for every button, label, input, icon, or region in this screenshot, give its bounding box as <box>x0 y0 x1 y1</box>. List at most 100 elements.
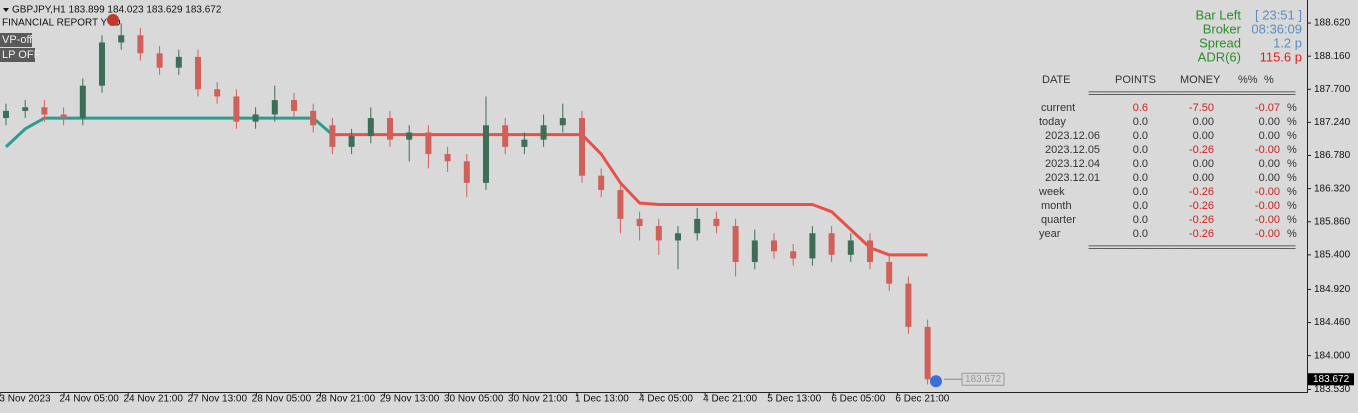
candle-body <box>867 240 873 263</box>
y-tick-label: 186.320 <box>1314 183 1351 194</box>
candle-body <box>809 233 816 259</box>
candle-body <box>483 125 489 183</box>
candle-body <box>598 175 605 191</box>
x-tick-label: 5 Dec 13:00 <box>767 394 821 405</box>
candle-body <box>905 283 912 327</box>
report-cell: week <box>1038 186 1065 198</box>
y-tick-label: 187.240 <box>1314 117 1351 128</box>
report-header: DATE <box>1042 74 1071 86</box>
report-cell: 0.00 <box>1193 172 1214 184</box>
candle-body <box>291 100 297 111</box>
plot: 188.620 188.160 187.700 187.240 186.780 186.3… <box>0 18 1354 405</box>
button-lp[interactable] <box>0 48 35 62</box>
report-cell: 0.0 <box>1133 144 1148 156</box>
report-cell: -0.07 <box>1255 102 1280 114</box>
report-cell: -7.50 <box>1189 102 1214 114</box>
report-cell: 0.00 <box>1259 172 1280 184</box>
x-tick-label: 27 Nov 13:00 <box>188 394 248 405</box>
candle-body <box>118 35 125 43</box>
report-cell: -0.26 <box>1189 200 1214 212</box>
y-tick-label: 185.860 <box>1314 216 1351 227</box>
candle-body <box>924 326 931 380</box>
report-cell: -0.00 <box>1255 200 1280 212</box>
y-tick-label: 188.160 <box>1314 51 1351 62</box>
report-cell: % <box>1287 186 1297 198</box>
candle-body <box>252 114 259 122</box>
report-cell: 0.0 <box>1133 172 1148 184</box>
candle-body <box>579 118 585 176</box>
y-tick-label: 188.620 <box>1314 18 1351 29</box>
report-cell: % <box>1287 228 1297 240</box>
last-price-marker <box>930 375 942 388</box>
candle-body <box>175 56 182 68</box>
candle-body <box>847 240 854 255</box>
button-label[interactable]: VP-off <box>2 34 33 46</box>
report-cell: 0.6 <box>1133 102 1148 114</box>
report-header: MONEY <box>1180 74 1221 86</box>
candle-body <box>233 96 240 122</box>
report-cell: -0.00 <box>1255 228 1280 240</box>
button-label[interactable]: LP OFF <box>2 49 41 61</box>
collapse-icon[interactable] <box>3 8 9 12</box>
candle-body <box>521 139 528 147</box>
x-tick-label: 30 Nov 21:00 <box>508 394 568 405</box>
axis-price-box <box>1308 373 1354 386</box>
report-cell: 0.00 <box>1193 116 1214 128</box>
report-cell: 0.0 <box>1133 186 1148 198</box>
report-cell: 2023.12.01 <box>1045 172 1100 184</box>
button-vp[interactable] <box>0 33 32 47</box>
last-price-text: 183.672 <box>965 374 1002 385</box>
info-value: [ 23:51 ] <box>1255 7 1302 22</box>
candle-body <box>617 190 624 219</box>
report-cell: 0.0 <box>1133 200 1148 212</box>
candle-body <box>790 251 797 259</box>
y-tick-label: 184.920 <box>1314 284 1351 295</box>
report-cell: -0.26 <box>1189 228 1214 240</box>
report-cell: % <box>1287 130 1297 142</box>
report-cell: % <box>1287 116 1297 128</box>
x-tick-label: 28 Nov 21:00 <box>316 394 376 405</box>
axis-price-text: 183.672 <box>1313 374 1350 385</box>
report-cell: 2023.12.06 <box>1045 130 1100 142</box>
info-label: Broker <box>1203 21 1242 36</box>
report-cell: month <box>1041 200 1072 212</box>
report-cell: % <box>1287 144 1297 156</box>
candle-body <box>271 100 278 115</box>
candle-body <box>60 114 67 119</box>
info-value: 08:36:09 <box>1251 21 1302 36</box>
candle-body <box>156 53 163 68</box>
report-cell: year <box>1039 228 1061 240</box>
candle-body <box>41 107 48 115</box>
candle-body <box>425 132 432 155</box>
report-cell: 2023.12.05 <box>1045 144 1100 156</box>
info-value: 115.6 p <box>1260 49 1302 64</box>
candle-body <box>3 110 9 119</box>
candle-body <box>195 56 201 90</box>
x-tick-label: 6 Dec 05:00 <box>831 394 885 405</box>
report-header: %% <box>1238 74 1258 86</box>
report-cell: 0.0 <box>1133 130 1148 142</box>
report-cell: 0.0 <box>1133 116 1148 128</box>
candle-body <box>675 233 681 241</box>
candle-body <box>636 218 643 227</box>
report-cell: 0.0 <box>1133 158 1148 170</box>
report-cell: 0.00 <box>1193 130 1214 142</box>
candle-body <box>348 136 355 147</box>
candle-body <box>463 161 470 183</box>
x-tick-label: 24 Nov 21:00 <box>123 394 183 405</box>
x-tick-label: 3 Nov 2023 <box>0 394 51 405</box>
report-cell: % <box>1287 172 1297 184</box>
candle-body <box>559 118 566 126</box>
y-tick-label: 183.530 <box>1314 384 1351 395</box>
candle-body <box>751 240 758 263</box>
candle-body <box>406 132 413 140</box>
info-label: Bar Left <box>1195 7 1241 22</box>
trend-line <box>332 133 928 257</box>
report-cell: 0.0 <box>1133 214 1148 226</box>
info-value: 1.2 p <box>1273 35 1302 50</box>
last-price-box <box>961 372 1005 386</box>
candle-body <box>310 110 317 126</box>
x-tick-label: 29 Nov 13:00 <box>380 394 440 405</box>
trend-line <box>4 116 334 148</box>
